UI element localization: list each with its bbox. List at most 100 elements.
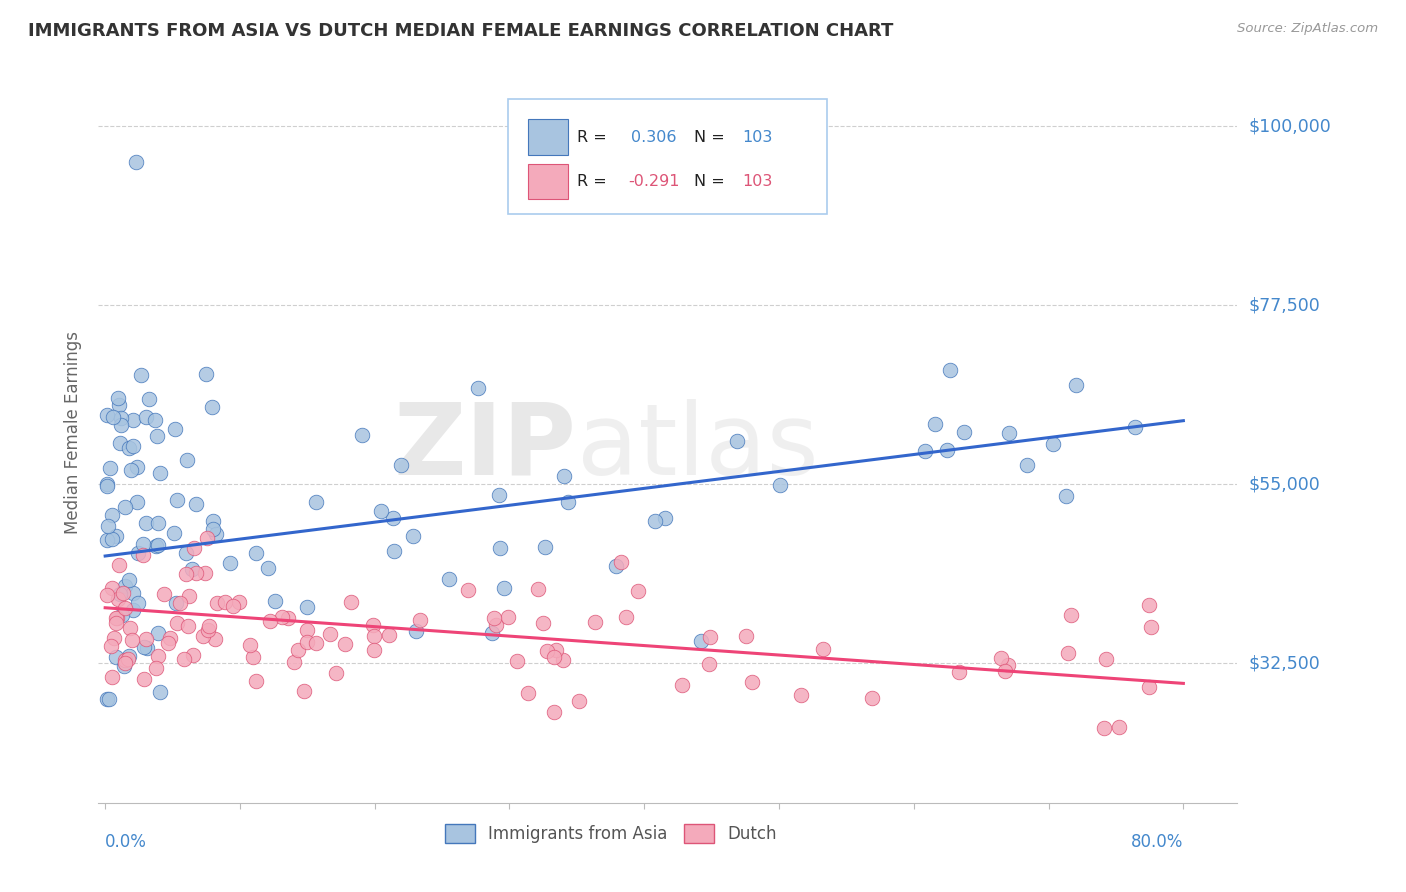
Point xyxy=(103,632,125,646)
Point xyxy=(107,398,129,412)
Point xyxy=(108,436,131,450)
Text: atlas: atlas xyxy=(576,399,818,496)
Point xyxy=(481,626,503,640)
Point xyxy=(228,595,250,609)
Point xyxy=(292,684,315,698)
Point xyxy=(1137,680,1160,694)
Point xyxy=(127,596,149,610)
Point xyxy=(101,670,124,684)
Point xyxy=(277,611,299,625)
Point xyxy=(401,528,423,542)
Point xyxy=(1108,719,1130,733)
Bar xyxy=(527,120,568,155)
Point xyxy=(214,595,236,609)
Point xyxy=(1015,458,1038,472)
Point xyxy=(120,463,142,477)
Point xyxy=(146,625,169,640)
Point xyxy=(201,522,224,536)
Point xyxy=(382,544,405,558)
Point xyxy=(111,607,134,622)
Point xyxy=(270,609,292,624)
Point xyxy=(204,526,226,541)
Point xyxy=(100,639,122,653)
Point xyxy=(283,655,305,669)
Text: 0.306: 0.306 xyxy=(631,129,676,145)
Point xyxy=(165,422,187,436)
Point xyxy=(1057,646,1080,660)
Point xyxy=(118,441,141,455)
Point xyxy=(132,549,155,563)
Point xyxy=(506,654,529,668)
Point xyxy=(163,526,186,541)
Bar xyxy=(527,164,568,200)
Point xyxy=(197,624,219,638)
Point xyxy=(122,413,145,427)
Point xyxy=(110,587,132,601)
Point xyxy=(104,611,127,625)
Point xyxy=(457,582,479,597)
Point xyxy=(389,458,412,472)
Point xyxy=(690,634,713,648)
Point xyxy=(103,410,125,425)
Point xyxy=(205,596,228,610)
Point xyxy=(195,368,218,382)
Point xyxy=(305,494,328,508)
Point xyxy=(405,624,427,638)
Point xyxy=(181,561,204,575)
Point xyxy=(939,362,962,376)
Point xyxy=(553,469,575,483)
Point xyxy=(1060,608,1083,623)
Point xyxy=(494,582,516,596)
Point xyxy=(114,653,136,667)
Point xyxy=(134,672,156,686)
Text: Source: ZipAtlas.com: Source: ZipAtlas.com xyxy=(1237,22,1378,36)
Point xyxy=(118,573,141,587)
Point xyxy=(120,621,142,635)
Point xyxy=(135,632,157,646)
Point xyxy=(1054,489,1077,503)
Point xyxy=(735,629,758,643)
Point xyxy=(114,601,136,615)
Point xyxy=(531,615,554,630)
Point xyxy=(488,488,510,502)
Point xyxy=(583,615,606,629)
Text: $77,500: $77,500 xyxy=(1249,296,1320,314)
Point xyxy=(517,686,540,700)
Point xyxy=(100,460,122,475)
Point xyxy=(101,581,124,595)
Point xyxy=(194,566,217,581)
Point xyxy=(165,596,187,610)
Point xyxy=(107,391,129,405)
Point xyxy=(97,519,120,533)
Point xyxy=(138,392,160,407)
Point xyxy=(127,495,149,509)
Point xyxy=(319,626,342,640)
Point xyxy=(609,555,631,569)
Point xyxy=(176,453,198,467)
Text: R =: R = xyxy=(576,174,612,189)
Point xyxy=(626,583,648,598)
Point xyxy=(361,618,384,632)
Point xyxy=(993,664,1015,678)
Point xyxy=(485,618,508,632)
Point xyxy=(96,408,118,422)
Point xyxy=(1094,721,1116,735)
Point xyxy=(741,675,763,690)
Point xyxy=(363,629,385,643)
Point xyxy=(146,429,169,443)
Point xyxy=(177,590,200,604)
Point xyxy=(1095,652,1118,666)
Point xyxy=(149,466,172,480)
Point xyxy=(997,658,1019,673)
Point xyxy=(96,477,118,491)
Point xyxy=(105,649,128,664)
Point xyxy=(107,592,129,607)
Point xyxy=(149,685,172,699)
Point xyxy=(614,609,637,624)
FancyBboxPatch shape xyxy=(509,99,827,214)
Text: 103: 103 xyxy=(742,174,772,189)
Point xyxy=(129,368,152,382)
Point xyxy=(725,434,748,448)
Point xyxy=(699,630,721,644)
Point xyxy=(183,541,205,555)
